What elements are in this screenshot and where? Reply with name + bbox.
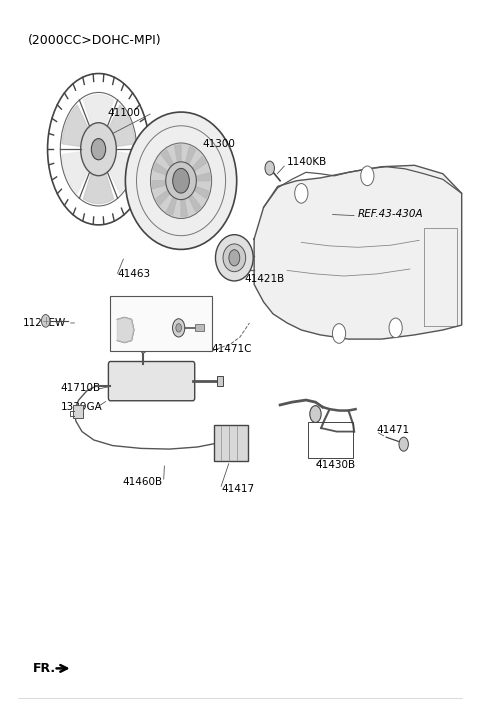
- Ellipse shape: [223, 244, 246, 272]
- Ellipse shape: [216, 235, 253, 281]
- Polygon shape: [181, 147, 195, 181]
- Polygon shape: [181, 181, 188, 216]
- Ellipse shape: [150, 143, 212, 218]
- Bar: [195, 325, 204, 331]
- Polygon shape: [62, 105, 98, 149]
- Text: REF.43-430A: REF.43-430A: [358, 209, 423, 219]
- Ellipse shape: [166, 162, 196, 200]
- Polygon shape: [98, 149, 135, 194]
- Polygon shape: [167, 181, 181, 215]
- Text: 41471C: 41471C: [212, 344, 252, 354]
- Polygon shape: [181, 157, 206, 181]
- Circle shape: [361, 166, 374, 186]
- Text: (2000CC>DOHC-MPI): (2000CC>DOHC-MPI): [28, 33, 161, 47]
- Text: 41100: 41100: [108, 108, 141, 118]
- Text: 41467: 41467: [160, 309, 193, 319]
- Text: FR.: FR.: [33, 662, 56, 675]
- Text: 41463: 41463: [118, 269, 151, 279]
- Polygon shape: [175, 145, 181, 181]
- Text: 41430B: 41430B: [315, 460, 356, 470]
- Circle shape: [399, 437, 408, 451]
- Bar: [72, 405, 83, 418]
- Polygon shape: [181, 173, 210, 181]
- Polygon shape: [254, 165, 462, 339]
- Text: 41460B: 41460B: [122, 477, 162, 487]
- Circle shape: [333, 324, 346, 343]
- Polygon shape: [152, 181, 181, 189]
- Polygon shape: [181, 181, 209, 199]
- Polygon shape: [181, 181, 201, 212]
- FancyBboxPatch shape: [108, 362, 195, 401]
- Circle shape: [389, 318, 402, 337]
- Circle shape: [310, 406, 321, 423]
- Polygon shape: [154, 163, 181, 181]
- Polygon shape: [62, 149, 98, 194]
- Text: 41421B: 41421B: [245, 274, 285, 284]
- Circle shape: [265, 161, 275, 175]
- Polygon shape: [84, 95, 114, 149]
- Circle shape: [229, 250, 240, 266]
- Polygon shape: [118, 318, 134, 342]
- Text: 1140KB: 1140KB: [287, 157, 327, 167]
- Circle shape: [91, 139, 106, 160]
- Circle shape: [173, 168, 190, 193]
- Text: 41466: 41466: [132, 334, 165, 344]
- Text: 1339GA: 1339GA: [61, 402, 103, 412]
- Text: 41417: 41417: [221, 484, 254, 494]
- Polygon shape: [98, 105, 135, 149]
- Circle shape: [81, 123, 116, 176]
- Ellipse shape: [125, 112, 237, 250]
- Text: 1129EW: 1129EW: [23, 318, 66, 328]
- Text: 41710B: 41710B: [61, 383, 101, 393]
- Polygon shape: [161, 150, 181, 181]
- Polygon shape: [84, 149, 114, 203]
- Bar: [217, 376, 223, 386]
- Circle shape: [141, 345, 146, 353]
- Bar: [214, 425, 248, 461]
- Circle shape: [295, 184, 308, 203]
- Circle shape: [41, 315, 50, 327]
- Text: 41471: 41471: [377, 425, 410, 435]
- Text: 41300: 41300: [202, 139, 235, 150]
- Polygon shape: [156, 181, 181, 205]
- Bar: [308, 422, 353, 458]
- Circle shape: [176, 324, 181, 332]
- Bar: [110, 296, 212, 351]
- Circle shape: [172, 319, 185, 337]
